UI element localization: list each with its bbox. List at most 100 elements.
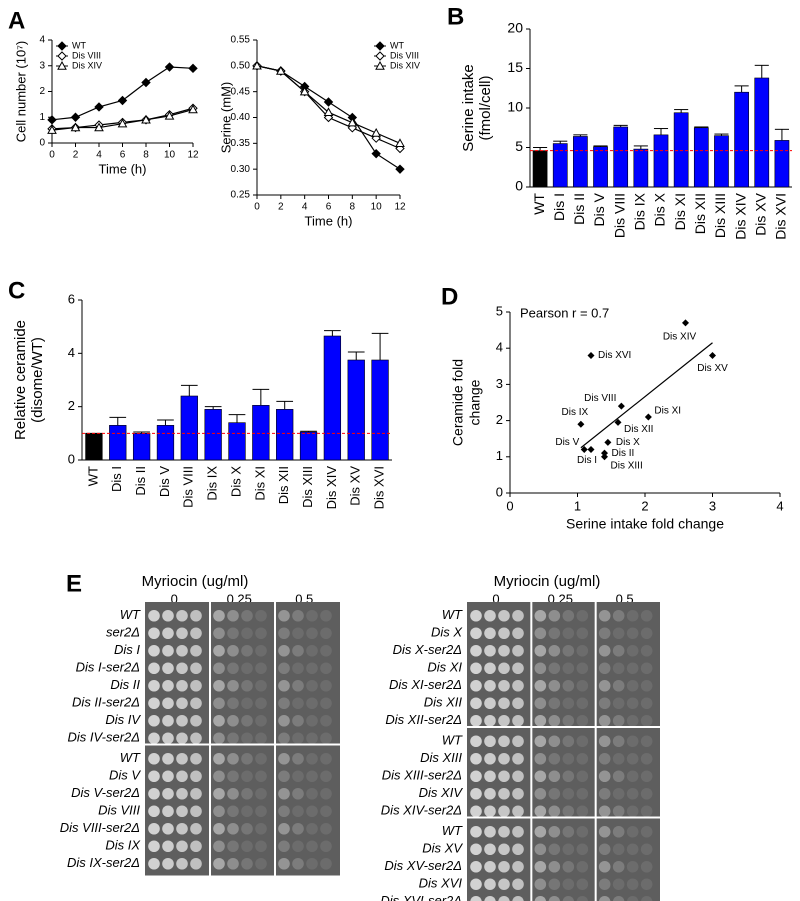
colony-spot [148,679,160,692]
colony-spot [640,697,653,710]
colony-spot [612,878,625,891]
data-point [164,110,175,120]
colony-spot [227,714,239,727]
colony-spot [512,735,524,748]
colony-spot [320,770,332,783]
x-tick-label: WT [85,466,100,486]
colony-spot [162,697,174,710]
colony-spot [278,805,290,818]
colony-spot [255,627,267,640]
x-tick-label: 6 [120,150,126,161]
colony-spot [498,878,510,891]
colony-spot [470,735,482,748]
x-tick-label: 4 [776,498,783,513]
x-tick-label: 2 [641,498,648,513]
colony-spot [306,805,318,818]
colony-spot [548,714,561,727]
colony-spot [148,857,160,870]
data-point [299,86,310,96]
colony-spot [292,857,304,870]
strain-label: Dis V-ser2Δ [71,785,140,800]
y-tick-label: 2 [68,398,75,413]
colony-spot [162,662,174,675]
colony-spot [626,805,639,818]
bar [774,140,790,188]
colony-spot [292,627,304,640]
bar [653,134,669,188]
colony-spot [534,679,547,692]
colony-spot [484,697,496,710]
colony-spot [598,805,611,818]
data-point [577,420,585,428]
colony-spot [534,843,547,856]
x-tick-label: Dis VIII [611,193,627,238]
colony-spot [612,644,625,657]
colony-spot [306,787,318,800]
data-point [371,148,381,159]
data-point [323,107,334,117]
colony-spot [534,825,547,838]
colony-spot [255,662,267,675]
colony-spot [278,697,290,710]
colony-spot [598,609,611,622]
colony-spot [278,732,290,745]
colony-spot [227,627,239,640]
colony-spot [534,787,547,800]
strain-label: WT [120,607,141,622]
colony-spot [162,732,174,745]
colony-spot [612,752,625,765]
bar [299,431,318,461]
colony-spot [484,895,496,901]
colony-spot [227,857,239,870]
colony-spot [162,857,174,870]
point-label: Dis I [577,455,597,466]
colony-spot [320,822,332,835]
y-tick-label: 15 [507,59,523,75]
point-label: Dis XIV [663,332,697,343]
data-point [601,453,608,461]
colony-spot [512,787,524,800]
colony-spot [241,627,253,640]
legend-marker [57,60,67,70]
colony-spot [612,787,625,800]
colony-spot [512,752,524,765]
bar [714,135,729,188]
data-point [47,125,57,134]
colony-spot [278,644,290,657]
legend-label: Dis XIV [72,60,102,70]
colony-spot [255,609,267,622]
colony-spot [512,843,524,856]
colony-spot [484,770,496,783]
strain-label: Dis XII [424,695,463,710]
colony-spot [148,770,160,783]
x-tick-label: Dis I [551,193,567,221]
colony-spot [255,805,267,818]
colony-spot [498,662,510,675]
colony-spot [640,825,653,838]
colony-spot [176,787,188,800]
colony-spot [176,840,188,853]
colony-spot [576,843,589,856]
series-line [51,66,194,121]
colony-spot [278,787,290,800]
x-axis-label: Time (h) [99,161,147,176]
colony-spot [162,805,174,818]
colony-spot [576,805,589,818]
colony-spot [306,732,318,745]
colony-spot [241,805,253,818]
bar [156,425,175,461]
colony-spot [626,895,639,901]
colony-spot [190,609,202,622]
fit-line [580,342,713,449]
colony-spot [278,752,290,765]
colony-spot [576,787,589,800]
colony-spot [278,662,290,675]
bar [734,91,749,188]
y-tick-label: 0 [68,451,75,466]
colony-spot [470,679,482,692]
x-tick-label: Dis XI [672,193,688,230]
colony-spot [278,679,290,692]
panel-letter: B [447,3,464,30]
colony-spot [292,770,304,783]
x-tick-label: 1 [574,498,581,513]
